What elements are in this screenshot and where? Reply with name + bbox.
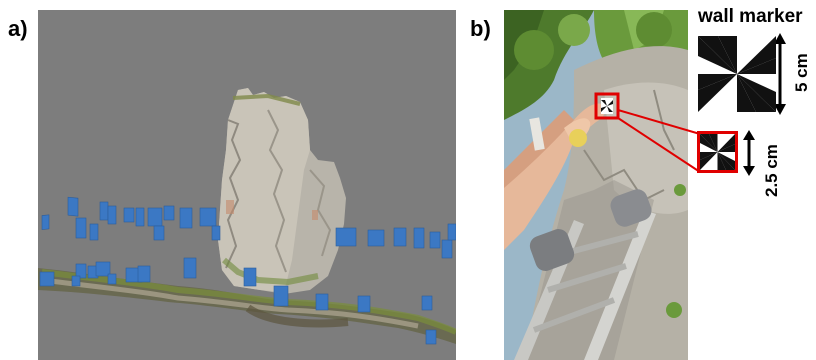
panel-b-photo bbox=[504, 10, 688, 360]
wall-photo-scene bbox=[504, 10, 688, 360]
large-marker-dimension-label: 5 cm bbox=[792, 53, 811, 92]
camera-ring-front bbox=[39, 257, 437, 345]
panel-a-label: a) bbox=[8, 16, 28, 41]
small-marker-dimension-label: 2.5 cm bbox=[762, 144, 781, 197]
marker-highlight-box bbox=[594, 92, 620, 120]
panel-a-3d-reconstruction bbox=[38, 10, 456, 360]
wall-marker-title: wall marker bbox=[698, 6, 803, 27]
panel-b-label: b) bbox=[470, 16, 491, 41]
large-wall-marker-icon bbox=[698, 36, 776, 112]
small-wall-marker-icon bbox=[697, 131, 738, 173]
camera-ring-back bbox=[41, 196, 456, 259]
reconstruction-scene bbox=[38, 88, 456, 360]
